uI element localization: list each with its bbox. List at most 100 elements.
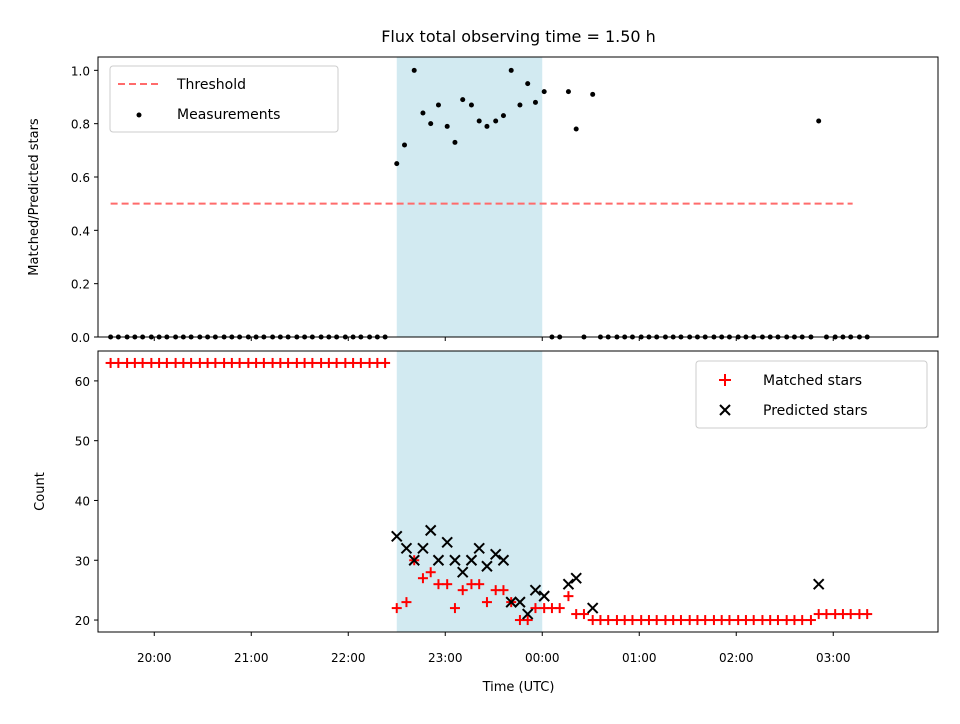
- predicted-point-5: [432, 554, 445, 566]
- measurement-point-59: [590, 91, 596, 97]
- count-y-axis-label: Count: [33, 472, 48, 511]
- legend-measurements-swatch: [136, 112, 142, 118]
- matched-point-76: [724, 615, 735, 626]
- measurement-point-38: [420, 110, 426, 116]
- matched-point-70: [675, 615, 686, 626]
- matched-point-52: [530, 603, 541, 614]
- matched-point-25: [307, 357, 318, 368]
- matched-point-40: [433, 579, 444, 590]
- predicted-point-0: [391, 530, 403, 543]
- measurement-point-39: [428, 121, 434, 127]
- measurement-point-41: [444, 123, 450, 129]
- measurement-point-48: [500, 113, 506, 119]
- matched-point-16: [234, 357, 245, 368]
- measurement-point-53: [541, 89, 547, 95]
- predicted-point-16: [521, 608, 534, 620]
- count-xtick-label-2: 22:00: [331, 651, 366, 665]
- measurement-point-47: [493, 118, 499, 124]
- matched-point-10: [186, 357, 197, 368]
- matched-point-41: [442, 579, 453, 590]
- count-xtick-label-4: 00:00: [525, 651, 560, 665]
- matched-point-42: [449, 603, 460, 614]
- predicted-point-18: [538, 590, 550, 602]
- ratio-ytick-label-4: 0.8: [71, 118, 90, 132]
- matched-point-93: [862, 609, 873, 620]
- matched-point-34: [380, 357, 391, 368]
- predicted-point-2: [408, 554, 420, 566]
- ratio-ytick-label-2: 0.4: [71, 224, 90, 238]
- measurement-point-46: [484, 123, 490, 129]
- predicted-point-10: [473, 542, 485, 555]
- matched-point-64: [627, 615, 638, 626]
- matched-point-4: [137, 357, 148, 368]
- measurement-point-52: [532, 99, 538, 105]
- matched-point-1: [113, 357, 124, 368]
- count-x-axis-label: Time (UTC): [482, 680, 555, 695]
- legend-threshold-label: Threshold: [176, 77, 246, 93]
- count-axes-frame: [97, 350, 939, 633]
- predicted-point-6: [441, 536, 453, 549]
- matched-point-82: [772, 615, 783, 626]
- ratio-panel: 0.0 0.2 0.4 0.6 0.8 1.0 Matched/Predicted sta…: [27, 56, 939, 345]
- observing-window-span: [396, 57, 543, 337]
- predicted-point-13: [497, 554, 510, 566]
- predicted-point-22: [812, 578, 825, 590]
- ratio-y-axis-label: Matched/Predicted stars: [27, 118, 42, 276]
- count-legend: Matched stars Predicted stars: [695, 360, 928, 429]
- matched-point-46: [481, 597, 492, 608]
- legend-measurements-label: Measurements: [177, 107, 280, 123]
- ratio-axes-frame: [97, 56, 939, 338]
- matched-point-35: [391, 603, 402, 614]
- ratio-ytick-label-5: 1.0: [71, 64, 90, 78]
- predicted-point-17: [529, 584, 542, 596]
- measurement-point-43: [460, 97, 466, 103]
- matched-point-79: [748, 615, 759, 626]
- legend-matched-swatch: [719, 374, 731, 386]
- measurement-point-35: [394, 161, 400, 167]
- measurement-point-87: [816, 118, 822, 124]
- predicted-point-8: [457, 566, 469, 578]
- matched-point-48: [498, 585, 509, 596]
- matched-point-61: [603, 615, 614, 626]
- matched-point-51: [522, 615, 533, 626]
- count-ytick-label-2: 40: [75, 494, 90, 508]
- predicted-point-4: [424, 524, 437, 537]
- predicted-point-19: [562, 578, 575, 590]
- ratio-legend: Threshold Measurements: [109, 65, 339, 133]
- predicted-point-15: [514, 596, 526, 608]
- legend-matched-label: Matched stars: [763, 373, 862, 389]
- legend-predicted-swatch: [719, 404, 731, 416]
- ratio-ytick-label-0: 0.0: [71, 331, 90, 345]
- measurement-point-44: [468, 102, 474, 108]
- predicted-point-14: [505, 596, 517, 608]
- measurement-point-42: [452, 139, 458, 145]
- matched-point-39: [425, 567, 436, 578]
- measurement-point-49: [508, 67, 514, 73]
- matched-point-43: [457, 585, 468, 596]
- matched-point-45: [474, 579, 485, 590]
- predicted-point-12: [489, 548, 502, 560]
- measurement-point-57: [573, 126, 579, 132]
- predicted-point-7: [449, 554, 461, 566]
- matched-point-56: [563, 591, 574, 602]
- measurement-point-36: [402, 142, 408, 148]
- measurement-point-51: [525, 81, 531, 87]
- matched-point-13: [210, 357, 221, 368]
- predicted-point-9: [465, 554, 478, 566]
- matched-point-22: [283, 357, 294, 368]
- predicted-point-20: [570, 572, 582, 584]
- measurement-point-50: [517, 102, 523, 108]
- measurement-point-40: [435, 102, 441, 108]
- count-xtick-label-5: 01:00: [622, 651, 657, 665]
- matched-point-36: [401, 597, 412, 608]
- matched-point-55: [554, 603, 565, 614]
- matched-point-58: [578, 609, 589, 620]
- predicted-point-1: [400, 542, 413, 555]
- matched-point-86: [805, 615, 816, 626]
- measurement-point-56: [565, 89, 571, 95]
- count-xtick-label-3: 23:00: [428, 651, 463, 665]
- predicted-point-3: [417, 542, 429, 555]
- observing-window-span: [396, 351, 543, 632]
- ratio-ytick-label-3: 0.6: [71, 171, 90, 185]
